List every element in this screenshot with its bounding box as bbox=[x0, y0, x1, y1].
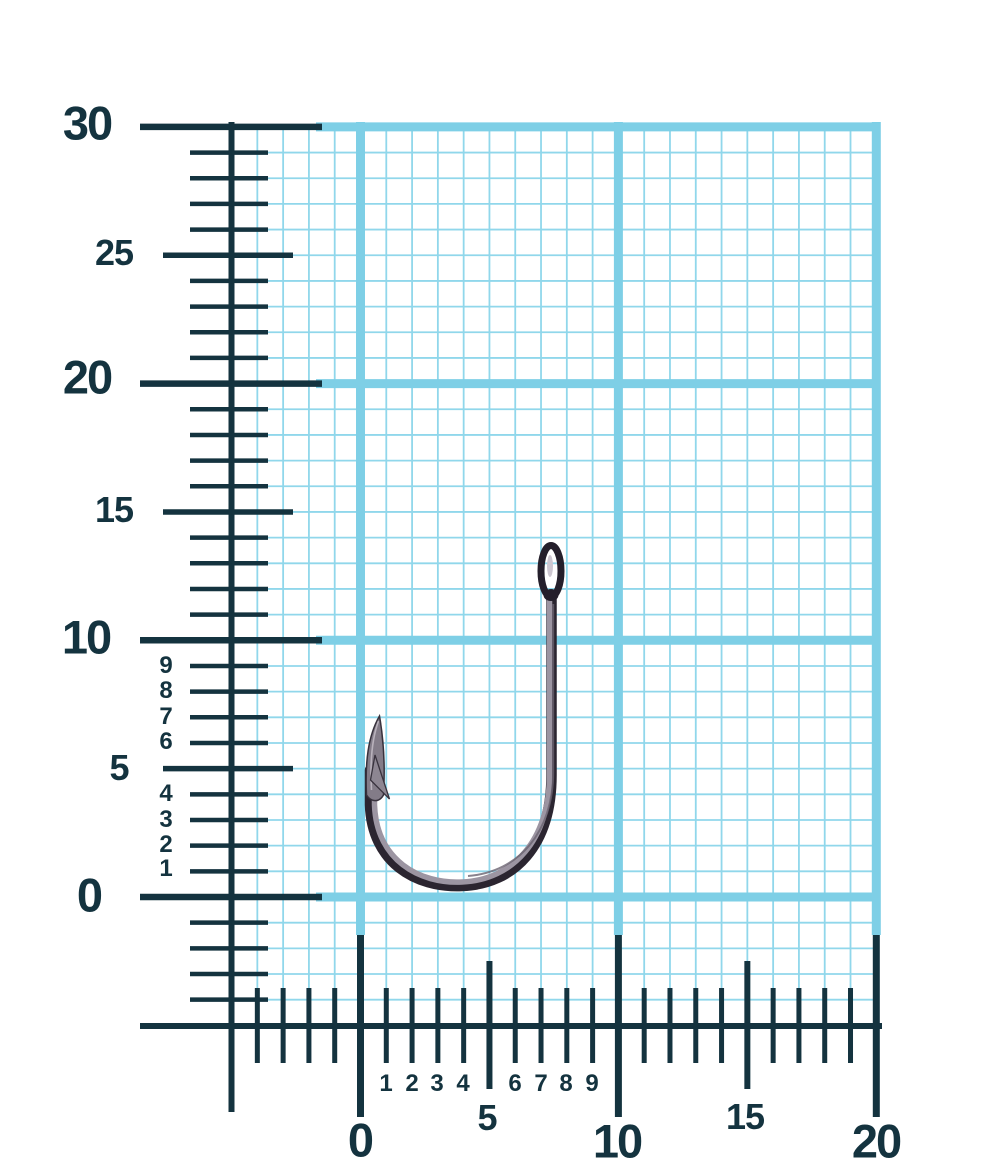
v-ruler-label-10: 10 bbox=[61, 610, 112, 664]
h-ruler-minor-label-7: 7 bbox=[534, 1070, 548, 1097]
v-ruler-label-25: 25 bbox=[94, 232, 134, 273]
h-ruler-label-10: 10 bbox=[592, 1114, 643, 1168]
h-ruler-label-20: 20 bbox=[851, 1114, 902, 1168]
hook-point-highlight bbox=[370, 720, 380, 791]
hook-eye-wrap bbox=[543, 589, 559, 601]
v-ruler-minor-label-1: 1 bbox=[159, 855, 173, 882]
v-ruler-minor-label-3: 3 bbox=[159, 806, 173, 833]
h-ruler-minor-label-1: 1 bbox=[379, 1070, 393, 1097]
v-ruler-label-20: 20 bbox=[62, 350, 113, 404]
v-ruler-minor-label-6: 6 bbox=[159, 728, 173, 755]
v-ruler-minor-label-9: 9 bbox=[159, 652, 173, 679]
hook-wire-light bbox=[371, 598, 553, 885]
grid-major-lines bbox=[316, 122, 881, 935]
v-ruler-minor-label-4: 4 bbox=[159, 780, 173, 807]
v-ruler-minor-label-7: 7 bbox=[159, 703, 173, 730]
v-ruler-label-30: 30 bbox=[62, 96, 113, 150]
grid-thin-lines bbox=[230, 126, 878, 1027]
h-ruler-minor-label-9: 9 bbox=[585, 1070, 599, 1097]
v-ruler-minor-label-2: 2 bbox=[159, 831, 173, 858]
h-ruler-minor-label-3: 3 bbox=[430, 1070, 444, 1097]
v-ruler-minor-label-8: 8 bbox=[159, 677, 173, 704]
fishing-hook-image bbox=[364, 542, 565, 892]
hook-barb bbox=[369, 754, 391, 800]
v-ruler-label-5: 5 bbox=[109, 747, 129, 788]
hook-wire-core-shade bbox=[467, 604, 555, 877]
v-ruler-label-0: 0 bbox=[76, 868, 103, 922]
h-ruler-label-0: 0 bbox=[347, 1113, 374, 1167]
h-ruler-minor-label-2: 2 bbox=[405, 1070, 419, 1097]
h-ruler-label-5: 5 bbox=[477, 1097, 497, 1138]
h-ruler-label-15: 15 bbox=[725, 1096, 765, 1137]
h-ruler-minor-label-6: 6 bbox=[508, 1070, 522, 1097]
ruler-axes-and-ticks bbox=[140, 122, 882, 1117]
hook-eye-hole-highlight bbox=[547, 555, 553, 577]
h-ruler-minor-label-4: 4 bbox=[456, 1070, 470, 1097]
h-ruler-minor-label-8: 8 bbox=[559, 1070, 573, 1097]
v-ruler-label-15: 15 bbox=[94, 489, 134, 530]
